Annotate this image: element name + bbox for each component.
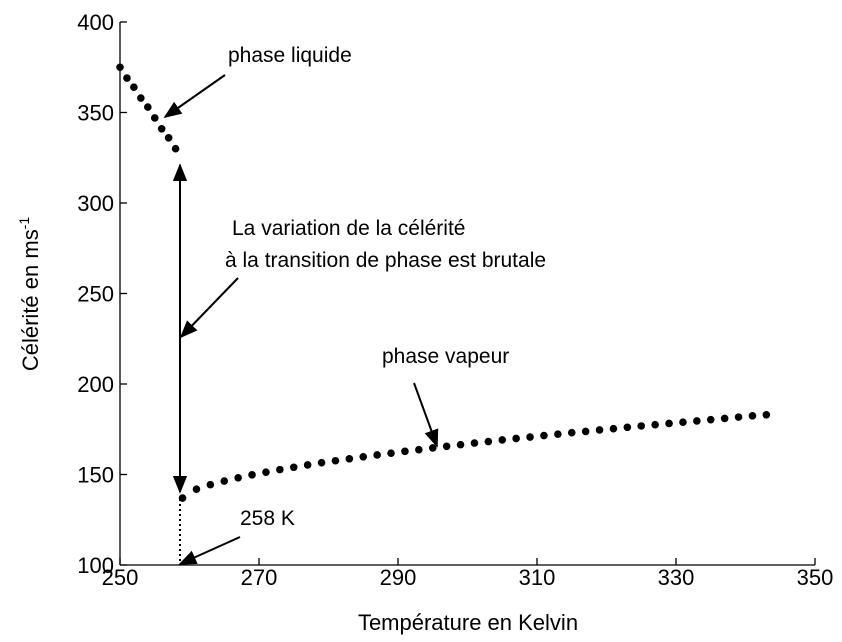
- x-tick-label: 350: [797, 565, 834, 590]
- x-tick-label: 290: [380, 565, 417, 590]
- annotation: phase vapeur: [382, 345, 509, 368]
- point: [428, 444, 437, 452]
- annotation: phase liquide: [228, 44, 352, 67]
- annotation: La variation de la célérité: [232, 217, 465, 240]
- point: [456, 440, 465, 449]
- point: [317, 458, 326, 467]
- point: [373, 451, 381, 459]
- y-axis-label: Célérité en ms-1: [16, 217, 43, 372]
- point: [248, 471, 256, 479]
- annotation-arrow: [163, 74, 226, 119]
- y-tick-label: 150: [77, 463, 114, 488]
- point: [734, 413, 743, 421]
- point: [289, 463, 298, 472]
- point: [679, 418, 687, 426]
- point: [415, 445, 423, 454]
- y-tick-label: 200: [77, 372, 114, 397]
- point: [220, 477, 229, 485]
- point: [498, 436, 507, 444]
- point: [276, 465, 284, 474]
- point: [234, 473, 242, 482]
- point: [693, 417, 701, 425]
- point: [144, 103, 152, 111]
- point: [540, 431, 548, 440]
- point: [150, 114, 159, 122]
- annotation-arrow: [413, 382, 439, 448]
- point: [581, 427, 590, 436]
- point: [387, 449, 395, 457]
- point: [345, 454, 354, 463]
- point: [470, 439, 479, 447]
- x-tick-label: 330: [658, 565, 695, 590]
- annotation: à la transition de phase est brutale: [225, 249, 546, 272]
- point: [512, 434, 520, 443]
- point: [303, 461, 312, 469]
- point: [651, 420, 659, 429]
- x-tick-label: 270: [241, 565, 278, 590]
- y-axis-label-text: Célérité en ms: [18, 229, 43, 371]
- point: [720, 414, 729, 423]
- point: [206, 480, 215, 489]
- point: [637, 422, 646, 430]
- point: [442, 442, 451, 451]
- point: [665, 419, 673, 428]
- point: [526, 433, 534, 441]
- x-tick-label: 250: [102, 565, 139, 590]
- point: [359, 452, 368, 461]
- annotation-arrow: [179, 277, 239, 339]
- point: [331, 456, 340, 465]
- point: [609, 424, 618, 433]
- point: [137, 94, 145, 102]
- y-tick-label: 250: [77, 282, 114, 307]
- point: [262, 468, 270, 476]
- point: [178, 494, 187, 502]
- y-tick-label: 350: [77, 101, 114, 126]
- x-axis-label: Température en Kelvin: [358, 610, 578, 635]
- point: [762, 410, 771, 419]
- y-tick-label: 100: [77, 553, 114, 578]
- annotation-arrow: [178, 536, 241, 565]
- point: [123, 74, 131, 82]
- point: [164, 134, 173, 142]
- y-axis-label-exponent: -1: [16, 217, 32, 230]
- point: [192, 485, 201, 493]
- point: [171, 144, 180, 153]
- point: [116, 63, 124, 72]
- point: [595, 426, 604, 434]
- y-tick-label: 400: [77, 10, 114, 35]
- point: [748, 412, 757, 420]
- point: [130, 83, 138, 91]
- point: [484, 437, 493, 446]
- annotation: 258 K: [240, 507, 295, 530]
- point: [157, 124, 166, 133]
- point: [554, 430, 562, 438]
- point: [623, 423, 632, 432]
- point: [567, 428, 576, 437]
- point: [401, 447, 409, 456]
- y-tick-label: 300: [77, 191, 114, 216]
- x-tick-label: 310: [519, 565, 556, 590]
- point: [706, 415, 715, 424]
